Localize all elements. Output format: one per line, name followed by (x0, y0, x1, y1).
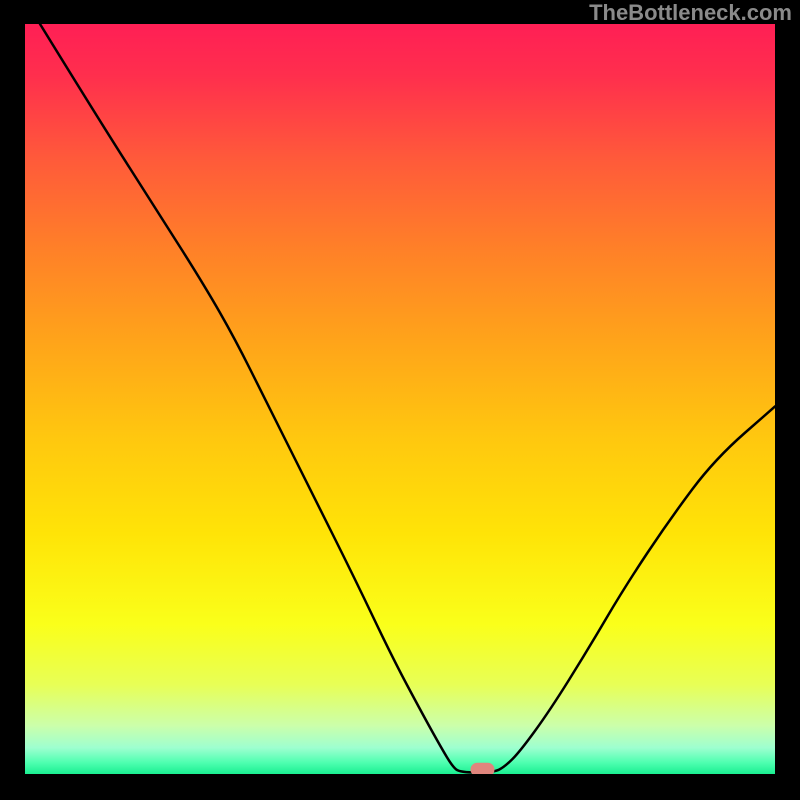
attribution-label: TheBottleneck.com (589, 0, 792, 26)
gradient-background (25, 24, 775, 774)
chart-stage: TheBottleneck.com (0, 0, 800, 800)
plot-area (25, 24, 775, 776)
chart-svg (0, 0, 800, 800)
